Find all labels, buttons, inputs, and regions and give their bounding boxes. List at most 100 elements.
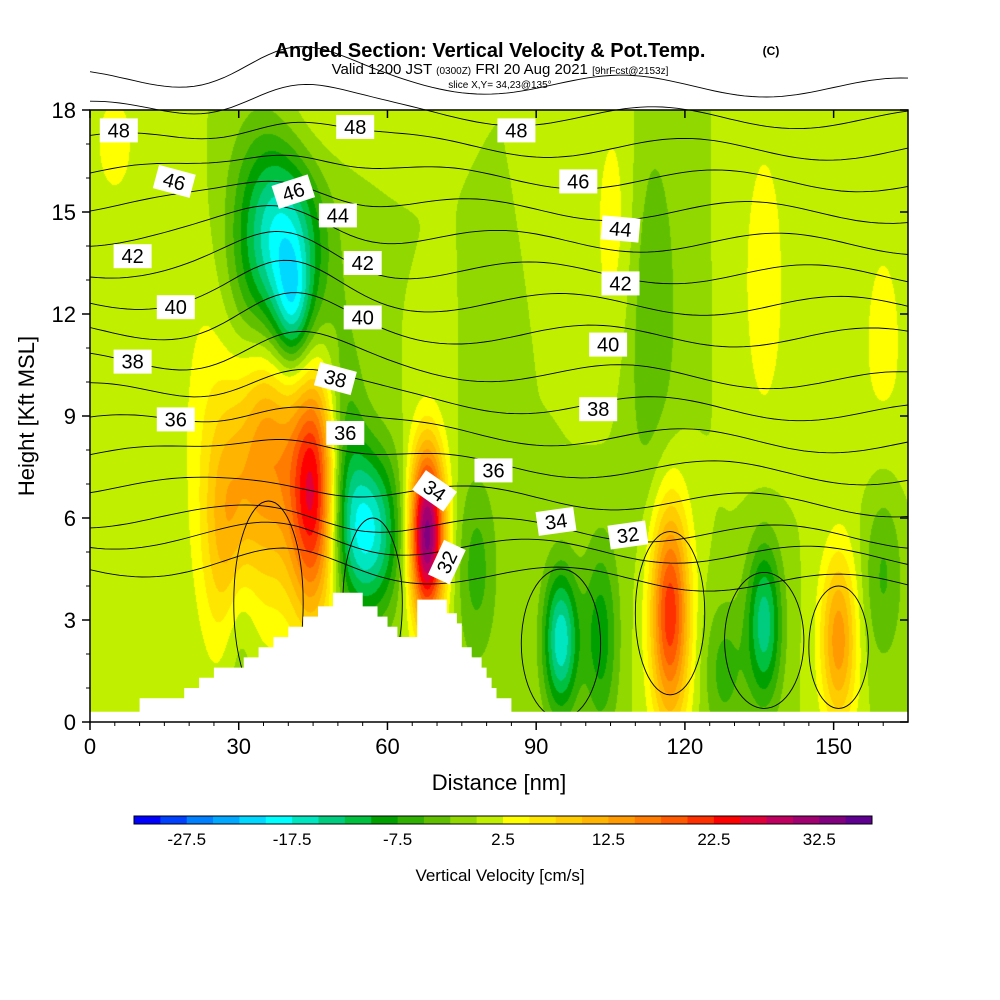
chart-title-units-tag: (C) xyxy=(763,44,780,58)
theta-label-box xyxy=(113,244,152,269)
colorbar-swatch xyxy=(608,816,636,824)
theta-label-text: 48 xyxy=(108,120,130,142)
theta-contour-label: 44 xyxy=(600,215,641,243)
colorbar-tick-label: -27.5 xyxy=(167,830,206,849)
theta-label-text: 38 xyxy=(121,352,143,374)
theta-contour-line xyxy=(89,521,909,565)
colorbar-swatch xyxy=(344,816,372,824)
theta-label-box xyxy=(271,174,316,209)
colorbar-swatch xyxy=(740,816,768,824)
theta-label-box xyxy=(600,215,641,243)
colorbar-tick-label: 22.5 xyxy=(697,830,730,849)
colorbar-swatch xyxy=(713,816,741,824)
theta-label-text: 32 xyxy=(615,524,640,549)
theta-label-box xyxy=(113,349,152,374)
theta-label-box xyxy=(474,458,513,483)
valid-date: FRI 20 Aug 2021 xyxy=(475,61,588,78)
theta-label-box xyxy=(156,295,195,320)
theta-contour-line xyxy=(89,292,909,348)
theta-contour-label: 42 xyxy=(113,244,152,269)
x-tick-label: 150 xyxy=(815,734,852,759)
potential-temperature-contours xyxy=(89,46,909,720)
theta-contour-line xyxy=(89,406,909,454)
theta-label-text: 36 xyxy=(482,460,504,482)
x-axis-label: Distance [nm] xyxy=(432,770,567,795)
colorbar-swatch xyxy=(186,816,214,824)
theta-label-box xyxy=(152,164,196,198)
colorbar-swatch xyxy=(397,816,425,824)
theta-label-box xyxy=(313,362,357,396)
theta-label-box xyxy=(535,506,577,536)
theta-label-box xyxy=(412,470,458,512)
colorbar-swatch xyxy=(766,816,794,824)
theta-contour-label: 44 xyxy=(318,203,357,228)
colorbar-swatch xyxy=(265,816,293,824)
theta-contour-line xyxy=(89,46,909,98)
theta-contour-line xyxy=(89,180,909,224)
forecast-tag: [9hrFcst@2153z] xyxy=(592,66,669,77)
x-tick-label: 60 xyxy=(375,734,399,759)
theta-label-box xyxy=(607,520,649,550)
x-tick-label: 0 xyxy=(84,734,96,759)
y-tick-label: 0 xyxy=(64,710,76,735)
theta-label-box xyxy=(559,169,598,194)
colorbar-swatch xyxy=(503,816,530,824)
x-tick-label: 30 xyxy=(226,734,250,759)
theta-label-text: 40 xyxy=(352,307,374,329)
theta-label-box xyxy=(589,332,628,357)
colorbar-swatch xyxy=(160,816,188,824)
theta-contour-label: 48 xyxy=(497,118,536,143)
theta-label-box xyxy=(99,118,138,143)
colorbar-swatch xyxy=(845,816,873,824)
terrain-mask xyxy=(90,592,908,722)
theta-label-box xyxy=(318,203,357,228)
y-tick-label: 6 xyxy=(64,506,76,531)
colorbar xyxy=(133,815,873,825)
theta-contour-line xyxy=(89,368,909,422)
colorbar-swatch xyxy=(687,816,715,824)
valid-time-line: Valid 1200 JST (0300Z) FRI 20 Aug 2021 [… xyxy=(332,61,669,78)
theta-contour-label: 32 xyxy=(427,539,466,585)
x-tick-label: 90 xyxy=(524,734,548,759)
colorbar-tick-label: 32.5 xyxy=(803,830,836,849)
theta-contour-label: 34 xyxy=(535,506,577,536)
colorbar-label: Vertical Velocity [cm/s] xyxy=(415,866,584,885)
y-tick-label: 9 xyxy=(64,404,76,429)
colorbar-swatch xyxy=(450,816,478,824)
theta-label-text: 34 xyxy=(544,510,569,535)
theta-contour-label: 36 xyxy=(474,458,513,483)
theta-label-text: 44 xyxy=(327,205,349,227)
theta-contour-cell xyxy=(808,585,869,709)
theta-label-text: 42 xyxy=(609,273,631,295)
theta-label-box xyxy=(156,407,195,432)
colorbar-swatch xyxy=(555,816,583,824)
y-tick-label: 3 xyxy=(64,608,76,633)
colorbar-swatch xyxy=(371,816,399,824)
theta-contour-label: 46 xyxy=(152,164,196,198)
theta-contour-label: 38 xyxy=(579,397,618,422)
colorbar-tick-label: 12.5 xyxy=(592,830,625,849)
colorbar-tick-label: -7.5 xyxy=(383,830,412,849)
theta-contour-label: 42 xyxy=(343,251,382,275)
theta-label-text: 46 xyxy=(567,171,589,193)
colorbar-swatch xyxy=(634,816,662,824)
theta-contour-line xyxy=(89,504,909,549)
x-axis: 0 30 60 90 120 150 xyxy=(84,110,884,759)
theta-label-text: 42 xyxy=(121,246,143,268)
colorbar-swatch xyxy=(239,816,267,824)
x-tick-label: 120 xyxy=(667,734,704,759)
theta-label-box xyxy=(579,397,618,422)
colorbar-swatch xyxy=(529,816,557,824)
theta-label-box xyxy=(497,118,536,143)
colorbar-swatch xyxy=(661,816,688,824)
theta-label-text: 40 xyxy=(165,297,187,319)
y-tick-label: 18 xyxy=(52,98,76,123)
theta-contour-line xyxy=(89,154,909,193)
colorbar-tick-labels: -27.5 -17.5 -7.5 2.5 12.5 22.5 32.5 xyxy=(167,830,836,849)
y-axis-label: Height [Kft MSL] xyxy=(14,336,39,496)
colorbar-swatch xyxy=(318,816,346,824)
colorbar-swatch xyxy=(134,816,161,824)
